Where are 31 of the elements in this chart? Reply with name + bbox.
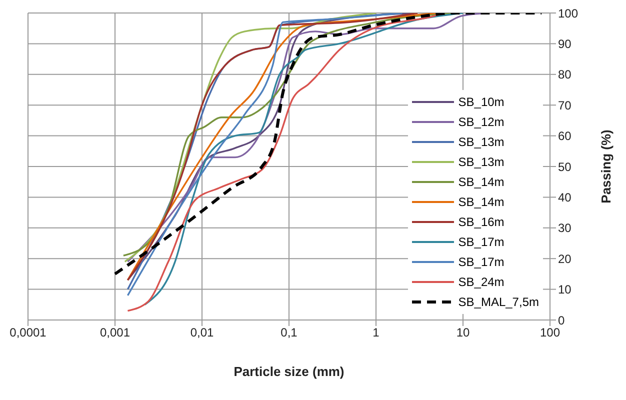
x-tick-label: 0,001 [100,326,130,340]
legend-label: SB_13m [458,155,504,169]
y-tick-label: 70 [558,98,572,112]
y-tick-label: 20 [558,252,572,266]
y-tick-label: 80 [558,68,572,82]
y-tick-label: 30 [558,221,572,236]
legend-label: SB_17m [458,235,504,249]
y-tick-label: 100 [558,6,578,20]
x-tick-label: 1 [372,326,380,340]
legend-label: SB_17m [458,255,504,269]
y-tick-label: 10 [558,282,572,297]
y-tick-label: 50 [558,160,572,174]
x-tick-label: 0,1 [280,326,298,340]
legend-label: SB_MAL_7,5m [458,295,539,309]
y-tick-label: 0 [558,313,565,328]
x-tick-label: 100 [540,326,560,340]
legend-label: SB_16m [458,215,504,229]
x-axis-title: Particle size (mm) [234,364,344,379]
y-tick-label: 40 [558,190,572,204]
legend-label: SB_10m [458,95,504,109]
legend-label: SB_14m [458,175,504,189]
legend-label: SB_13m [458,135,504,149]
x-tick-label: 10 [456,326,470,340]
y-tick-label: 60 [558,129,572,144]
legend-label: SB_24m [458,275,504,289]
x-tick-label: 0,01 [190,326,214,340]
legend-label: SB_12m [458,115,504,129]
x-tick-label: 0,0001 [10,326,47,340]
y-axis-title: Passing (%) [598,130,614,204]
y-tick-label: 90 [558,36,572,51]
legend-label: SB_14m [458,195,504,209]
